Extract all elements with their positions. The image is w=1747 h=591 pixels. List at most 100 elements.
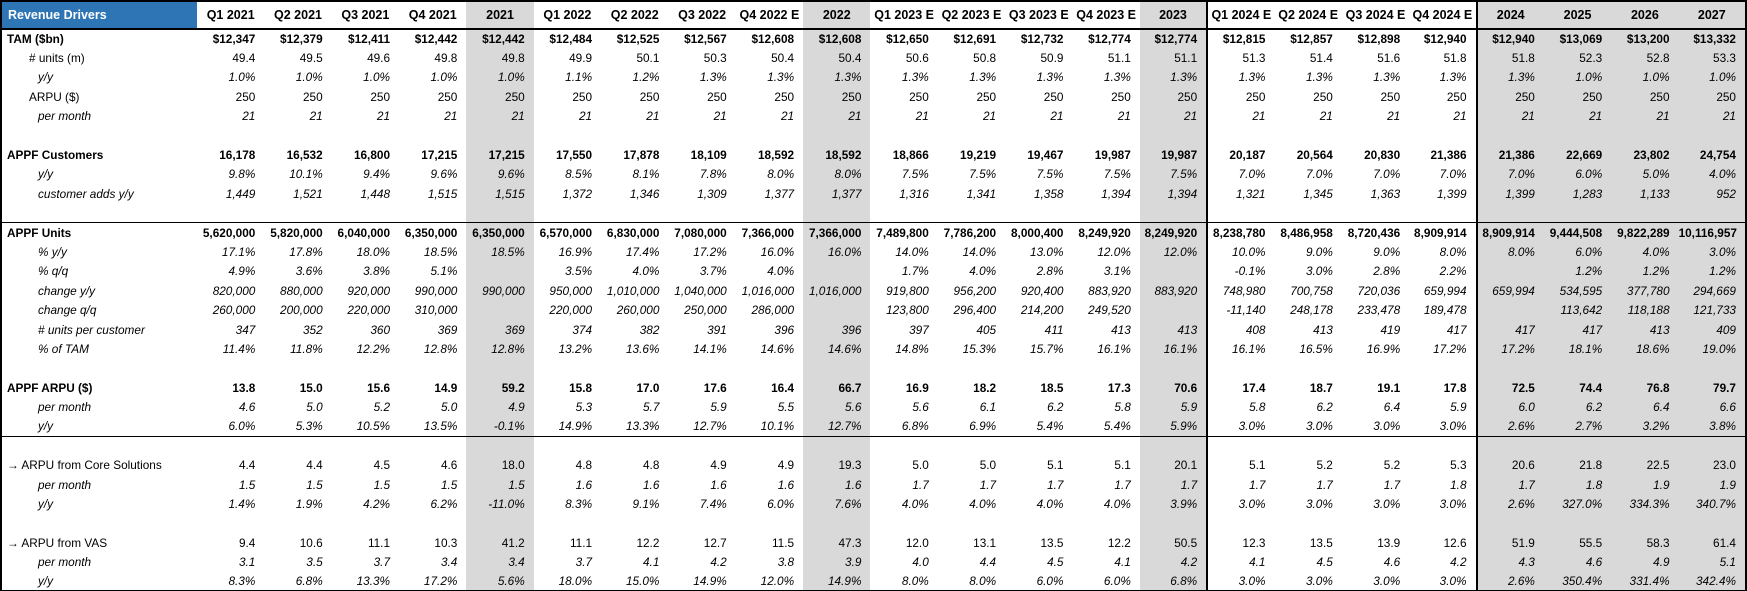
- row-label[interactable]: # units per customer: [38, 322, 145, 337]
- cell[interactable]: 396: [803, 319, 871, 340]
- cell[interactable]: 413: [1611, 319, 1679, 340]
- cell[interactable]: $12,484: [549, 32, 593, 47]
- cell[interactable]: 1,394: [1101, 186, 1131, 201]
- cell[interactable]: 5.4%: [1005, 416, 1073, 437]
- cell[interactable]: 1,448: [360, 186, 391, 201]
- cell[interactable]: 4.6: [238, 400, 256, 415]
- cell[interactable]: 5.9: [1450, 400, 1467, 415]
- cell[interactable]: $12,940: [1423, 32, 1467, 47]
- cell[interactable]: 286,000: [751, 303, 795, 318]
- cell[interactable]: 79.7: [1678, 378, 1746, 398]
- cell[interactable]: 50.3: [703, 51, 727, 66]
- cell[interactable]: $12,608: [803, 29, 871, 49]
- cell[interactable]: 1.7: [1139, 474, 1208, 495]
- cell[interactable]: 17,550: [555, 148, 593, 163]
- cell[interactable]: 369: [437, 322, 458, 337]
- cell[interactable]: [1139, 203, 1208, 223]
- cell[interactable]: 4.2: [1450, 555, 1467, 570]
- cell[interactable]: $12,442: [466, 29, 534, 49]
- cell[interactable]: 7.0%: [1475, 164, 1544, 185]
- cell[interactable]: 17.1%: [221, 244, 256, 259]
- cell[interactable]: 250: [1475, 87, 1544, 107]
- cell[interactable]: 3.0%: [1206, 416, 1275, 437]
- cell[interactable]: 1.0%: [363, 70, 391, 85]
- cell[interactable]: 2.6%: [1475, 571, 1544, 591]
- column-header[interactable]: 2024: [1475, 1, 1544, 30]
- cell[interactable]: [1543, 203, 1612, 223]
- cell[interactable]: 1.7: [1114, 477, 1131, 492]
- cell[interactable]: 50.5: [1139, 533, 1208, 553]
- cell[interactable]: 21: [1475, 106, 1544, 126]
- cell[interactable]: [601, 359, 668, 378]
- cell[interactable]: 21: [1206, 106, 1275, 126]
- cell[interactable]: 5.1: [1678, 552, 1746, 572]
- cell[interactable]: [1342, 126, 1409, 145]
- cell[interactable]: 9.1%: [632, 497, 660, 512]
- cell[interactable]: [534, 359, 601, 378]
- cell[interactable]: 16,178: [219, 148, 256, 163]
- cell[interactable]: 17.2%: [693, 244, 727, 259]
- cell[interactable]: 12.7%: [803, 416, 871, 437]
- cell[interactable]: 4.9%: [228, 264, 256, 279]
- cell[interactable]: [601, 436, 668, 455]
- row-label[interactable]: TAM ($bn): [7, 32, 64, 47]
- cell[interactable]: 17,215: [421, 148, 458, 163]
- cell[interactable]: [1139, 358, 1208, 379]
- cell[interactable]: 4.0%: [1678, 164, 1746, 185]
- cell[interactable]: 6.8%: [870, 416, 938, 437]
- cell[interactable]: 1,316: [899, 186, 929, 201]
- row-label[interactable]: [1, 359, 197, 378]
- cell[interactable]: 6.2: [1047, 400, 1064, 415]
- cell[interactable]: 8.0%: [803, 164, 871, 185]
- cell[interactable]: [938, 126, 1005, 145]
- cell[interactable]: 1.3%: [1036, 70, 1064, 85]
- column-header[interactable]: Q4 2022 E: [735, 1, 804, 30]
- cell[interactable]: $12,732: [1020, 32, 1064, 47]
- cell[interactable]: [1072, 359, 1139, 378]
- cell[interactable]: 16.0%: [803, 242, 871, 262]
- cell[interactable]: 52.8: [1611, 48, 1679, 68]
- cell[interactable]: 1.9%: [295, 497, 323, 512]
- cell[interactable]: 1,399: [1475, 184, 1544, 204]
- cell[interactable]: 9.8%: [228, 167, 256, 182]
- cell[interactable]: 417: [1475, 319, 1544, 340]
- cell[interactable]: 13.1: [973, 535, 997, 550]
- cell[interactable]: 4.0%: [1036, 497, 1064, 512]
- cell[interactable]: [1409, 436, 1476, 455]
- cell[interactable]: 20,830: [1364, 148, 1401, 163]
- cell[interactable]: 1,283: [1543, 184, 1612, 204]
- cell[interactable]: 5.8: [1206, 397, 1275, 417]
- cell[interactable]: 952: [1678, 184, 1746, 204]
- column-header[interactable]: 2021: [466, 1, 534, 30]
- cell[interactable]: 6.0: [1475, 397, 1544, 417]
- cell[interactable]: 20.1: [1139, 455, 1208, 475]
- cell[interactable]: [803, 203, 871, 223]
- cell[interactable]: 1.3%: [699, 70, 727, 85]
- cell[interactable]: 340.7%: [1678, 494, 1746, 514]
- cell[interactable]: 214,200: [1020, 303, 1064, 318]
- cell[interactable]: 9.6%: [430, 167, 458, 182]
- cell[interactable]: 22.5: [1611, 455, 1679, 475]
- cell[interactable]: 21: [578, 109, 593, 124]
- cell[interactable]: 250: [572, 89, 593, 104]
- row-label[interactable]: y/y: [38, 574, 54, 589]
- cell[interactable]: 250: [1543, 87, 1612, 107]
- cell[interactable]: 15.3%: [962, 341, 997, 356]
- cell[interactable]: 5,620,000: [197, 222, 265, 243]
- cell[interactable]: [1409, 204, 1476, 223]
- cell[interactable]: [264, 204, 331, 223]
- column-header[interactable]: 2022: [803, 1, 871, 30]
- cell[interactable]: 20,564: [1296, 148, 1333, 163]
- cell[interactable]: 1,372: [562, 186, 593, 201]
- cell[interactable]: 19,219: [960, 148, 997, 163]
- cell[interactable]: 1.2%: [632, 70, 660, 85]
- cell[interactable]: 51.6: [1377, 51, 1401, 66]
- cell[interactable]: 7.4%: [699, 497, 727, 512]
- cell[interactable]: 21: [1319, 109, 1333, 124]
- cell[interactable]: 7,366,000: [735, 222, 804, 243]
- cell[interactable]: 3.0%: [1439, 497, 1467, 512]
- cell[interactable]: 21: [803, 106, 871, 126]
- row-label[interactable]: per month: [38, 109, 92, 124]
- cell[interactable]: 1.7: [1047, 477, 1064, 492]
- cell[interactable]: [1139, 436, 1208, 456]
